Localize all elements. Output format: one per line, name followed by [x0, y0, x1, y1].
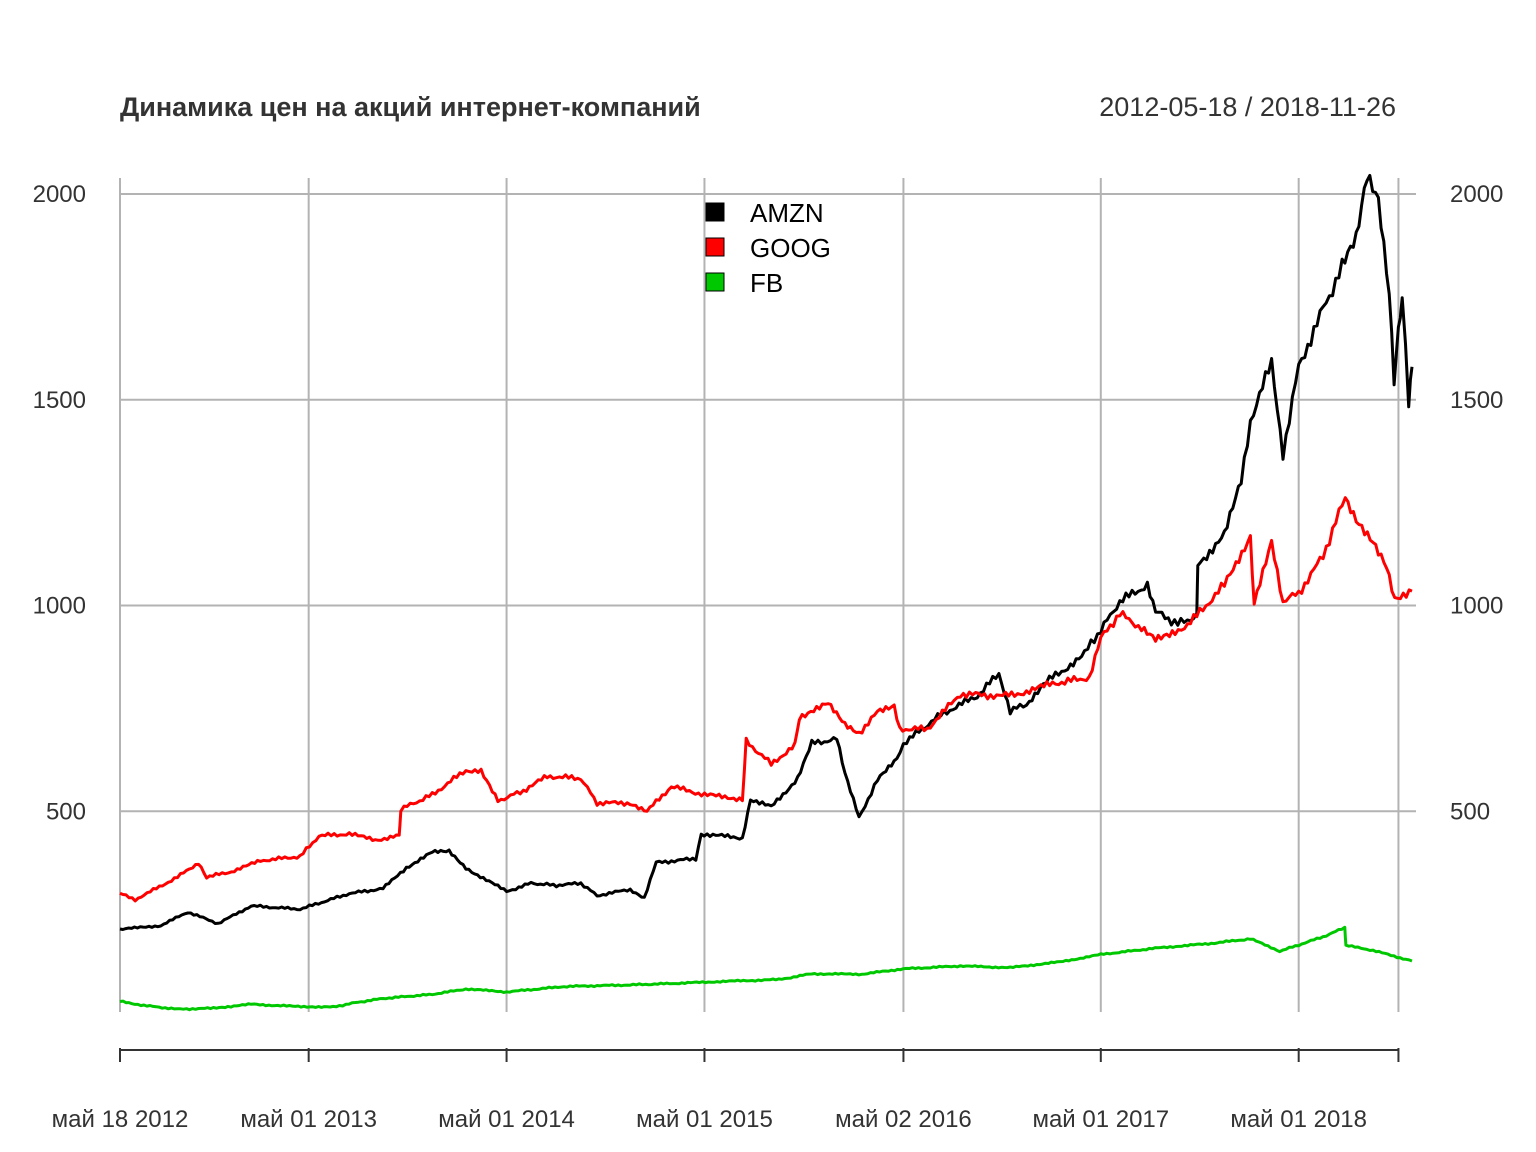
axes: 500 500 1000 1000 1500 1500 2000 2000 май 18 201… [33, 181, 1504, 1133]
x-tick-label: май 01 2017 [1032, 1106, 1169, 1133]
date-range-label: 2012-05-18 / 2018-11-26 [1099, 92, 1396, 122]
series-layer [119, 173, 1414, 1012]
y-tick-label-left: 1000 [33, 593, 86, 620]
y-tick-label-left: 2000 [33, 181, 86, 208]
grid-lines [119, 178, 1416, 1012]
legend-label-amzn: AMZN [750, 198, 824, 228]
x-tick-label: май 18 2012 [52, 1106, 189, 1133]
y-tick-label-right: 1500 [1450, 387, 1503, 414]
y-tick-label-right: 2000 [1450, 181, 1503, 208]
x-tick-label: май 01 2015 [636, 1106, 773, 1133]
legend-label-fb: FB [750, 268, 783, 298]
y-tick-label-right: 500 [1450, 798, 1490, 825]
series-line-amzn [119, 173, 1414, 931]
y-tick-label-right: 1000 [1450, 593, 1503, 620]
legend-swatch-amzn [705, 202, 725, 222]
x-tick-label: май 02 2016 [835, 1106, 972, 1133]
chart-title: Динамика цен на акций интернет-компаний [120, 92, 701, 122]
legend-swatch-goog [705, 237, 725, 257]
legend-swatch-fb [705, 272, 725, 292]
legend: AMZN GOOG FB [705, 198, 831, 298]
x-tick-label: май 01 2018 [1230, 1106, 1367, 1133]
y-tick-label-left: 1500 [33, 387, 86, 414]
legend-label-goog: GOOG [750, 233, 831, 263]
y-tick-label-left: 500 [46, 798, 86, 825]
x-tick-label: май 01 2013 [240, 1106, 377, 1133]
series-line-fb [119, 925, 1413, 1012]
x-tick-label: май 01 2014 [438, 1106, 575, 1133]
series-line-goog [119, 496, 1413, 903]
